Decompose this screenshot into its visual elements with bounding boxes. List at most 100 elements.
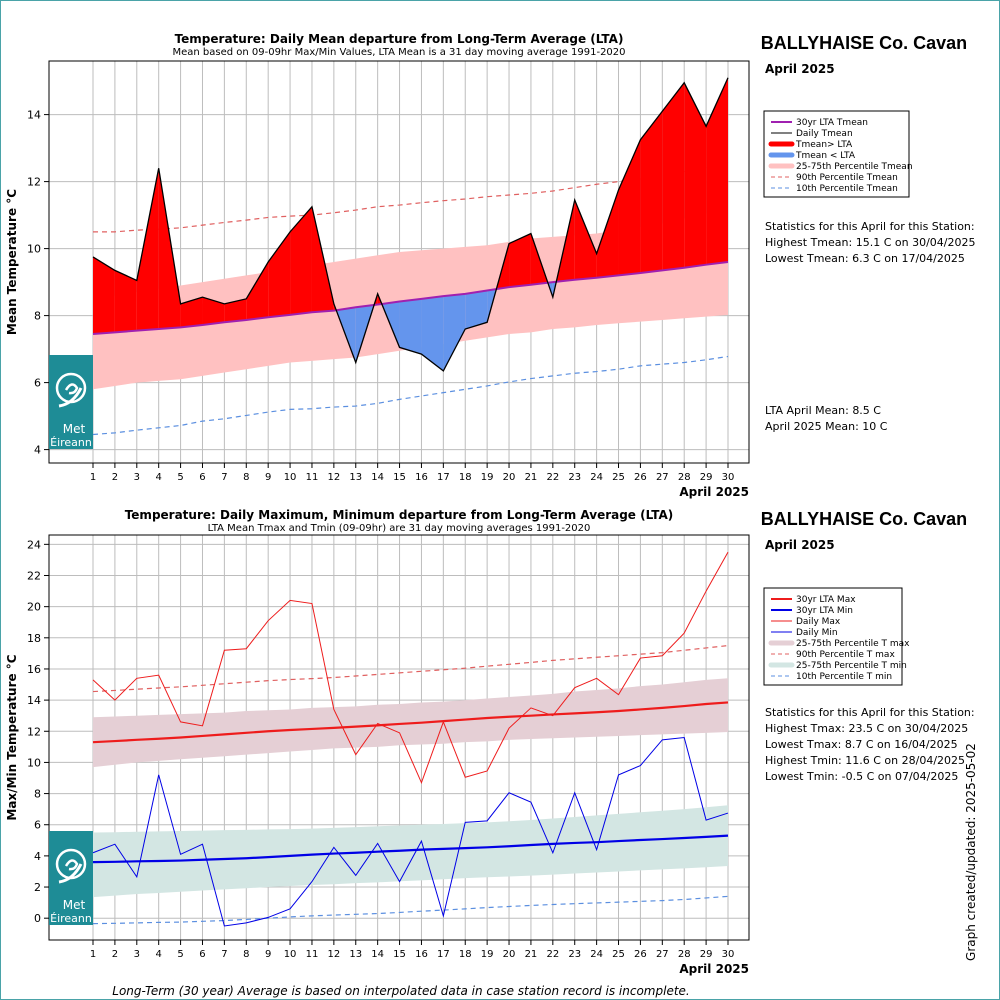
departure-fill	[706, 77, 728, 265]
stats-line: Statistics for this April for this Stati…	[765, 706, 975, 719]
x-tick-label: 23	[568, 472, 581, 483]
x-tick-label: 1	[90, 472, 96, 483]
x-tick-label: 26	[634, 472, 647, 483]
x-tick-label: 22	[546, 472, 559, 483]
x-tick-label: 29	[700, 949, 713, 960]
x-tick-label: 15	[393, 472, 406, 483]
departure-fill	[268, 231, 291, 318]
x-tick-label: 1	[90, 949, 96, 960]
y-tick-label: 0	[34, 912, 41, 925]
x-tick-label: 19	[481, 472, 494, 483]
x-tick-label: 4	[156, 949, 162, 960]
y-tick-label: 6	[34, 377, 41, 390]
mean-line: April 2025 Mean: 10 C	[765, 420, 888, 433]
x-tick-label: 8	[243, 472, 249, 483]
departure-fill	[246, 262, 269, 320]
legend-entry: 25-75th Percentile Tmean	[796, 162, 913, 172]
y-tick-label: 10	[27, 756, 41, 769]
logo-swirl-inner-icon	[64, 383, 79, 395]
logo-text-eireann: Éireann	[50, 436, 92, 449]
x-tick-label: 10	[284, 949, 297, 960]
line-lta-tmean	[92, 261, 729, 336]
x-tick-label: 13	[349, 472, 362, 483]
x-tick-label: 8	[243, 949, 249, 960]
x-tick-label: 5	[177, 472, 183, 483]
month-label: April 2025	[765, 62, 835, 76]
x-tick-label: 22	[546, 949, 559, 960]
plot-frame	[48, 534, 750, 941]
x-tick-label: 3	[134, 472, 140, 483]
chart-2: Temperature: Daily Maximum, Minimum depa…	[5, 508, 975, 976]
x-tick-label: 27	[656, 949, 669, 960]
line-10th-tmean	[92, 355, 729, 436]
line-90th-tmax	[92, 644, 729, 693]
x-axis-label: April 2025	[679, 962, 749, 976]
y-tick-label: 8	[34, 310, 41, 323]
x-tick-label: 24	[590, 949, 603, 960]
departure-fill	[574, 200, 597, 280]
chart-1: Temperature: Daily Mean departure from L…	[5, 32, 975, 499]
x-tick-label: 18	[459, 472, 472, 483]
x-tick-label: 30	[722, 472, 735, 483]
x-tick-label: 11	[306, 949, 319, 960]
x-tick-label: 15	[393, 949, 406, 960]
x-tick-label: 4	[156, 472, 162, 483]
departure-fill	[93, 256, 115, 335]
y-tick-label: 8	[34, 788, 41, 801]
plot-frame	[48, 60, 750, 464]
x-tick-label: 6	[199, 949, 205, 960]
x-tick-label: 28	[678, 949, 691, 960]
legend-entry: 25-75th Percentile T max	[796, 639, 910, 649]
x-tick-label: 13	[349, 949, 362, 960]
stats-line: Highest Tmax: 23.5 C on 30/04/2025	[765, 722, 968, 735]
legend-box	[763, 587, 903, 686]
logo-swirl-inner-icon	[64, 859, 79, 871]
x-tick-label: 12	[327, 949, 340, 960]
x-tick-label: 18	[459, 949, 472, 960]
mean-line: LTA April Mean: 8.5 C	[765, 404, 881, 417]
logo-text-met: Met	[63, 422, 86, 436]
stats-line: Statistics for this April for this Stati…	[765, 220, 975, 233]
x-tick-label: 16	[415, 472, 428, 483]
x-tick-label: 17	[437, 472, 450, 483]
x-tick-label: 2	[112, 472, 118, 483]
departure-fill	[465, 290, 488, 329]
line-daily-tmean	[92, 77, 729, 372]
y-tick-label: 14	[27, 694, 41, 707]
departure-fill	[662, 82, 685, 271]
legend-entry: 90th Percentile Tmean	[796, 173, 898, 183]
stats-line: Lowest Tmax: 8.7 C on 16/04/2025	[765, 738, 958, 751]
x-tick-label: 14	[371, 472, 384, 483]
y-axis-label: Mean Temperature °C	[5, 189, 19, 335]
x-tick-label: 2	[112, 949, 118, 960]
departure-fill	[158, 168, 181, 329]
x-tick-label: 14	[371, 949, 384, 960]
x-tick-label: 20	[503, 472, 516, 483]
chart-subtitle: Mean based on 09-09hr Max/Min Values, LT…	[172, 47, 625, 58]
line-daily-max	[92, 551, 729, 785]
line-daily-min	[92, 736, 729, 927]
y-tick-label: 10	[27, 243, 41, 256]
logo-text-met: Met	[63, 898, 86, 912]
x-tick-label: 19	[481, 949, 494, 960]
month-label: April 2025	[765, 538, 835, 552]
legend-entry: Tmean> LTA	[795, 140, 853, 150]
y-tick-label: 20	[27, 601, 41, 614]
departure-fill	[684, 82, 707, 268]
x-tick-label: 16	[415, 949, 428, 960]
legend-entry: 30yr LTA Tmean	[796, 118, 868, 128]
stats-line: Highest Tmin: 11.6 C on 28/04/2025	[765, 754, 965, 767]
x-tick-label: 26	[634, 949, 647, 960]
y-tick-label: 16	[27, 663, 41, 676]
x-tick-label: 25	[612, 472, 625, 483]
x-tick-label: 30	[722, 949, 735, 960]
departure-fill	[640, 111, 663, 274]
logo-text-eireann: Éireann	[50, 912, 92, 925]
y-tick-label: 12	[27, 725, 41, 738]
departure-fill	[290, 206, 312, 315]
x-tick-label: 7	[221, 472, 227, 483]
graph-created-date: Graph created/updated: 2025-05-02	[964, 743, 978, 961]
departure-fill	[596, 189, 619, 278]
